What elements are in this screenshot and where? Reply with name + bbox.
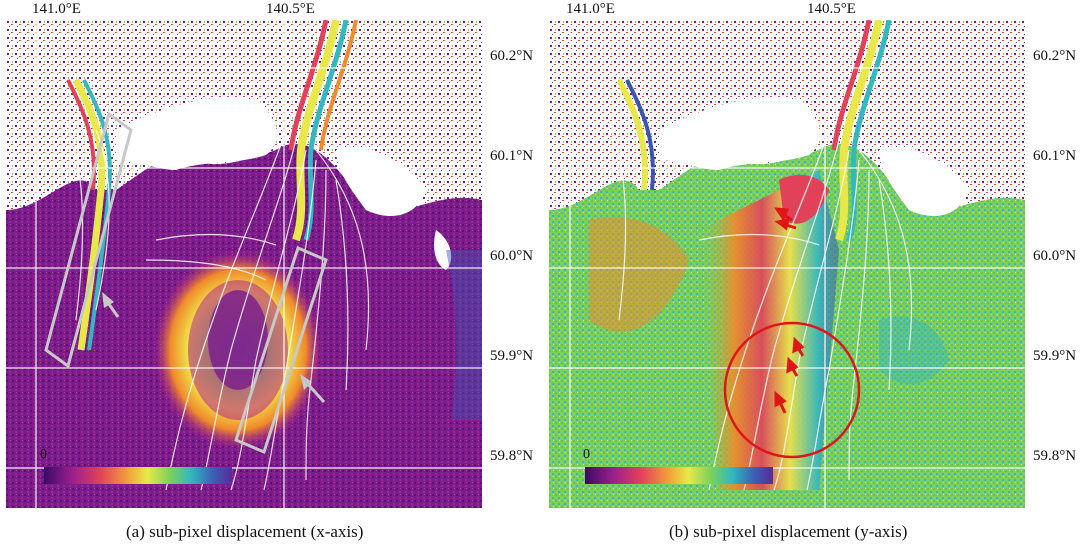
panel-a: 141.0°E 140.5°E: [0, 0, 540, 541]
lat-tick-60-2: 60.2°N: [1033, 48, 1077, 64]
lat-tick-59-9: 59.9°N: [490, 348, 534, 364]
colorbar-min-label-a: 0: [40, 447, 47, 462]
gray-box-right: [234, 245, 328, 455]
lat-tick-59-8: 59.8°N: [1033, 448, 1077, 464]
lat-tick-59-8: 59.8°N: [490, 448, 534, 464]
lat-tick-59-9: 59.9°N: [1033, 348, 1077, 364]
red-circle: [723, 321, 861, 459]
panel-b: 141.0°E 140.5°E: [543, 0, 1083, 541]
lat-tick-60-1: 60.1°N: [1033, 148, 1077, 164]
lat-tick-60-0: 60.0°N: [490, 248, 534, 264]
colorbar-a: [44, 467, 232, 484]
lat-tick-60-0: 60.0°N: [1033, 248, 1077, 264]
colorbar-b: [585, 467, 773, 484]
lon-tick-140-5: 140.5°E: [266, 1, 315, 17]
lon-tick-140-5: 140.5°E: [807, 1, 856, 17]
red-arrows-inside-circle: [774, 336, 805, 414]
displacement-map-y[interactable]: [549, 20, 1025, 508]
displacement-map-x[interactable]: [6, 20, 482, 508]
map-svg-y: [549, 20, 1025, 508]
colorbar-min-label-b: 0: [583, 447, 590, 462]
red-arrows-upper: [773, 207, 797, 231]
graticule-b: [549, 20, 1025, 508]
lon-tick-141-0: 141.0°E: [566, 1, 615, 17]
gray-box-left: [44, 111, 133, 369]
caption-b: (b) sub-pixel displacement (y-axis): [669, 522, 908, 541]
caption-a: (a) sub-pixel displacement (x-axis): [126, 522, 364, 541]
lon-tick-141-0: 141.0°E: [32, 1, 81, 17]
map-svg-x: [6, 20, 482, 508]
lat-tick-60-2: 60.2°N: [490, 48, 534, 64]
gray-arrow-right: [300, 374, 326, 404]
gray-arrow-left: [102, 292, 120, 318]
lat-tick-60-1: 60.1°N: [490, 148, 534, 164]
